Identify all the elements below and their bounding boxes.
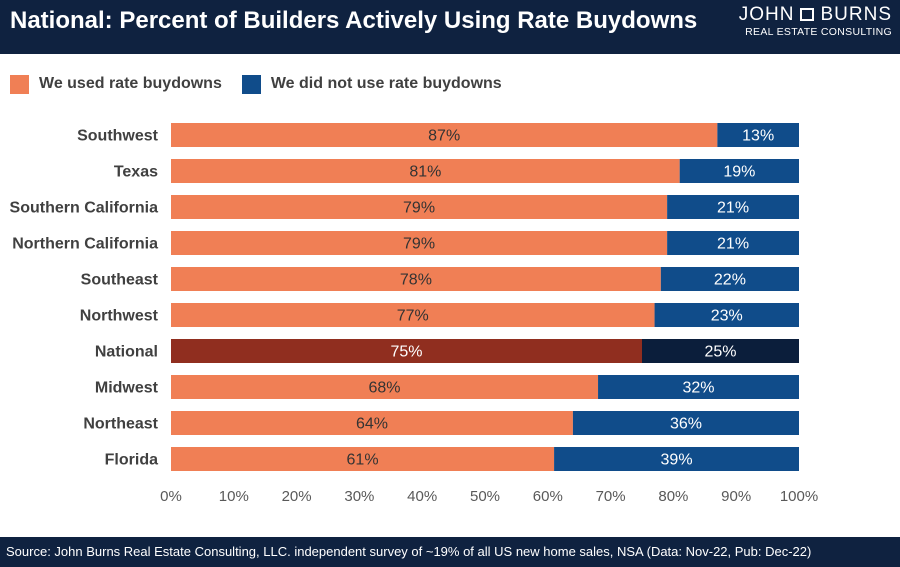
legend-swatch-not-used (241, 74, 261, 94)
x-tick-label: 50% (470, 488, 500, 505)
bar-not-used-northeast (572, 411, 799, 435)
data-label-used-northern-california: 79% (403, 236, 435, 253)
bar-not-used-northwest (654, 303, 799, 327)
data-label-not-used-northeast: 36% (670, 416, 702, 433)
stacked-bar-chart: Southwest 87% 13% Texas 81% 19% Southern Calif… (10, 123, 818, 505)
category-label-texas: Texas (114, 164, 158, 181)
logo-subtitle: REAL ESTATE CONSULTING (745, 26, 892, 38)
data-label-not-used-southern-california: 21% (717, 200, 749, 217)
x-tick-label: 20% (282, 488, 312, 505)
data-label-not-used-northern-california: 21% (717, 236, 749, 253)
bar-used-southwest (171, 123, 718, 147)
category-label-florida: Florida (105, 452, 158, 469)
logo-word-john: JOHN (738, 4, 795, 25)
john-burns-logo: JOHN BURNS REAL ESTATE CONSULTING (739, 4, 892, 42)
legend: We used rate buydowns We did not use rat… (10, 72, 522, 96)
data-label-used-midwest: 68% (369, 380, 401, 397)
data-label-used-southwest: 87% (428, 128, 460, 145)
bar-not-used-southwest (717, 123, 799, 147)
x-tick-label: 0% (160, 488, 182, 505)
bar-used-southeast (171, 267, 661, 291)
bar-not-used-midwest (598, 375, 799, 399)
x-tick-label: 40% (407, 488, 437, 505)
chart-title: National: Percent of Builders Actively U… (10, 7, 698, 34)
x-tick-label: 30% (344, 488, 374, 505)
house-mark-icon (800, 8, 815, 21)
bar-used-florida (171, 447, 555, 471)
category-label-southwest: Southwest (77, 128, 159, 145)
bar-used-texas (171, 159, 680, 183)
data-label-not-used-northwest: 23% (711, 308, 743, 325)
bar-used-northern-california (171, 231, 668, 255)
bar-used-northwest (171, 303, 655, 327)
data-label-used-national: 75% (390, 344, 422, 361)
data-label-used-texas: 81% (409, 164, 441, 181)
data-label-used-southeast: 78% (400, 272, 432, 289)
data-label-used-northwest: 77% (397, 308, 429, 325)
x-tick-label: 60% (533, 488, 563, 505)
category-label-southeast: Southeast (81, 272, 159, 289)
category-label-southern-california: Southern California (10, 200, 159, 217)
x-tick-label: 80% (658, 488, 688, 505)
category-label-national: National (95, 344, 158, 361)
x-tick-label: 70% (596, 488, 626, 505)
category-label-northern-california: Northern California (12, 236, 158, 253)
bar-not-used-florida (554, 447, 799, 471)
bar-not-used-national (642, 339, 799, 363)
data-label-not-used-national: 25% (704, 344, 736, 361)
bar-used-northeast (171, 411, 573, 435)
source-note: Source: John Burns Real Estate Consultin… (6, 544, 812, 559)
source-bar: Source: John Burns Real Estate Consultin… (0, 537, 900, 567)
data-label-used-northeast: 64% (356, 416, 388, 433)
x-tick-label: 90% (721, 488, 751, 505)
category-label-midwest: Midwest (95, 380, 159, 397)
logo-word-burns: BURNS (820, 4, 892, 25)
legend-swatch-used (10, 74, 29, 94)
title-bar: National: Percent of Builders Actively U… (0, 0, 900, 54)
bar-used-national (171, 339, 642, 363)
logo-wordmark: JOHN BURNS (739, 4, 892, 26)
data-label-not-used-southwest: 13% (742, 128, 774, 145)
category-label-northwest: Northwest (80, 308, 159, 325)
data-label-not-used-texas: 19% (723, 164, 755, 181)
bar-not-used-southeast (660, 267, 799, 291)
data-label-not-used-midwest: 32% (683, 380, 715, 397)
legend-label-not-used: We did not use rate buydowns (270, 75, 502, 92)
x-tick-label: 10% (219, 488, 249, 505)
category-label-northeast: Northeast (83, 416, 158, 433)
bar-used-midwest (171, 375, 599, 399)
data-label-used-florida: 61% (347, 452, 379, 469)
legend-label-used: We used rate buydowns (39, 75, 222, 92)
data-label-not-used-southeast: 22% (714, 272, 746, 289)
bar-not-used-northern-california (667, 231, 799, 255)
bar-not-used-southern-california (667, 195, 799, 219)
x-tick-label: 100% (780, 488, 818, 505)
bar-used-southern-california (171, 195, 668, 219)
data-label-not-used-florida: 39% (661, 452, 693, 469)
bar-not-used-texas (679, 159, 799, 183)
data-label-used-southern-california: 79% (403, 200, 435, 217)
legend-item-used: We used rate buydowns (10, 74, 222, 94)
legend-item-not-used: We did not use rate buydowns (241, 74, 502, 94)
